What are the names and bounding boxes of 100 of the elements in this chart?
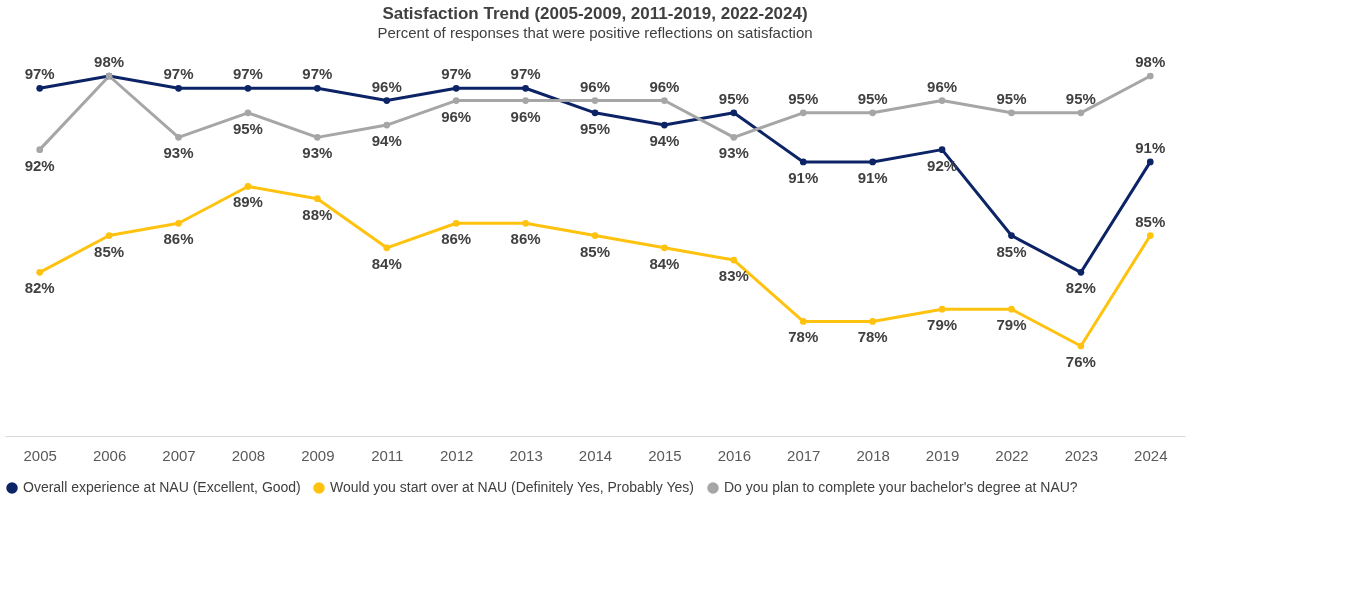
point: [175, 219, 182, 227]
chart-subtitle: Percent of responses that were positive reflections on satisfaction: [377, 24, 813, 41]
data-label: 91%: [857, 168, 888, 186]
data-label: 86%: [441, 230, 472, 248]
data-label: 97%: [232, 65, 263, 83]
point: [1146, 72, 1154, 80]
data-label: 96%: [649, 77, 680, 95]
point: [244, 183, 252, 190]
point: [383, 121, 391, 129]
data-label: 85%: [1135, 212, 1166, 230]
data-label: 82%: [24, 279, 55, 297]
x-tick-label: 2015: [648, 446, 682, 464]
point: [383, 97, 391, 104]
x-tick-label: 2019: [925, 446, 960, 464]
data-label: 95%: [996, 89, 1027, 107]
point: [661, 97, 668, 104]
point: [869, 318, 876, 325]
point: [522, 97, 529, 104]
x-tick-label: 2023: [1064, 446, 1099, 464]
data-label: 92%: [24, 156, 55, 174]
x-tick-label: 2008: [231, 446, 266, 464]
x-tick-label: 2022: [995, 446, 1029, 464]
point: [799, 158, 807, 166]
legend-label: Do you plan to complete your bachelor's degree at NAU?: [724, 479, 1078, 495]
data-label: 93%: [302, 144, 333, 162]
data-label: 86%: [163, 230, 194, 248]
data-label: 85%: [996, 242, 1027, 260]
data-label: 97%: [510, 65, 541, 83]
x-tick-label: 2013: [509, 446, 543, 464]
point: [314, 134, 321, 141]
point: [244, 84, 252, 92]
data-label: 98%: [1135, 53, 1166, 70]
x-tick-label: 2007: [162, 446, 196, 464]
data-label: 95%: [1065, 89, 1096, 107]
data-label: 78%: [857, 328, 888, 346]
data-label: 79%: [996, 316, 1027, 334]
point: [661, 121, 668, 129]
point: [1008, 109, 1015, 117]
legend-label: Would you start over at NAU (Definitely Yes, Probably Yes): [330, 479, 694, 495]
point: [452, 97, 460, 104]
data-label: 96%: [371, 77, 402, 95]
data-label: 97%: [163, 65, 194, 83]
data-label: 96%: [441, 107, 472, 125]
data-label: 97%: [441, 65, 472, 83]
x-tick-label: 2009: [301, 446, 335, 464]
data-label: 97%: [24, 65, 55, 83]
point: [591, 109, 599, 117]
point: [522, 84, 529, 92]
point: [522, 219, 529, 227]
point: [452, 84, 460, 92]
point: [1008, 232, 1015, 239]
x-tick-label: 2005: [23, 446, 57, 464]
point: [799, 109, 807, 117]
point: [869, 158, 876, 166]
x-tick-label: 2017: [787, 446, 821, 464]
data-label: 89%: [232, 193, 263, 211]
point: [1077, 269, 1085, 276]
point: [938, 305, 946, 313]
data-label: 83%: [718, 267, 749, 285]
point: [36, 269, 44, 276]
data-label: 88%: [302, 205, 333, 223]
point: [938, 146, 946, 153]
data-label: 94%: [371, 132, 402, 150]
data-label: 94%: [649, 132, 680, 150]
point: [799, 318, 807, 325]
point: [36, 146, 44, 153]
point: [1146, 158, 1154, 166]
point: [1008, 305, 1015, 313]
point: [591, 232, 599, 239]
x-tick-label: 2012: [439, 446, 474, 464]
x-tick-label: 2014: [578, 446, 613, 464]
point: [938, 97, 946, 104]
point: [452, 219, 460, 227]
x-tick-label: 2024: [1134, 446, 1168, 464]
point: [730, 134, 738, 141]
point: [661, 244, 668, 252]
point: [244, 109, 252, 117]
x-tick-label: 2016: [717, 446, 752, 464]
data-label: 96%: [579, 77, 611, 95]
data-label: 95%: [718, 89, 749, 107]
data-label: 84%: [649, 254, 680, 272]
point: [1077, 342, 1085, 350]
data-label: 91%: [1135, 138, 1166, 156]
data-label: 93%: [718, 144, 749, 162]
chart-title: Satisfaction Trend (2005-2009, 2011-2019, 2022-2024): [382, 4, 808, 23]
point: [314, 84, 321, 92]
point: [175, 134, 182, 141]
point: [314, 195, 321, 203]
data-label: 97%: [302, 65, 333, 83]
x-tick-label: 2018: [856, 446, 890, 464]
point: [591, 97, 599, 104]
data-label: 93%: [163, 144, 194, 162]
data-label: 79%: [927, 316, 958, 334]
data-label: 96%: [927, 77, 958, 95]
data-label: 95%: [857, 89, 888, 107]
legend-label: Overall experience at NAU (Excellent, Good): [23, 479, 301, 495]
point: [730, 109, 738, 117]
x-tick-label: 2006: [92, 446, 127, 464]
data-label: 85%: [94, 242, 125, 260]
data-label: 95%: [788, 89, 819, 107]
